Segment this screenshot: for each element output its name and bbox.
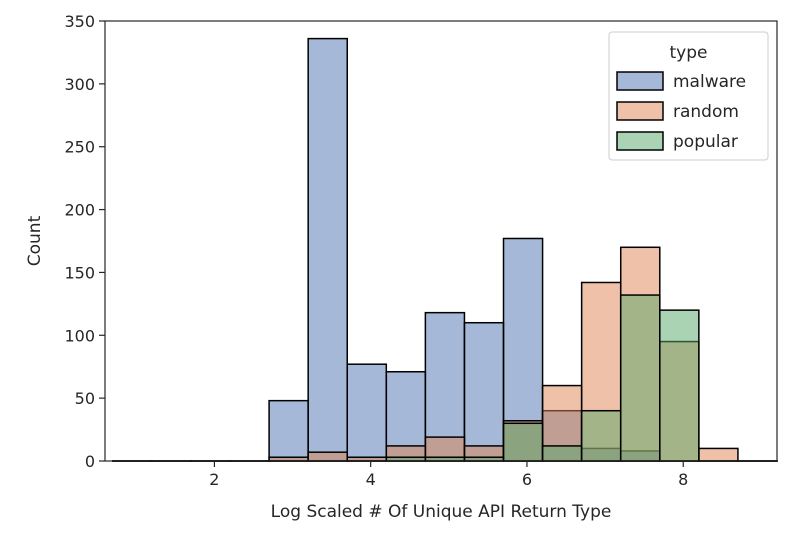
y-tick-label-50: 50	[75, 389, 95, 408]
y-axis: 0 50 100 150 200 250 300 350	[64, 12, 105, 471]
y-tick-label-200: 200	[64, 201, 95, 220]
y-tick-label-350: 350	[64, 12, 95, 31]
y-tick-label-150: 150	[64, 263, 95, 282]
bar-popular-12	[580, 409, 622, 462]
legend-swatch-malware	[616, 71, 664, 91]
legend-label-malware: malware	[673, 72, 746, 92]
y-tick-label-250: 250	[64, 138, 95, 157]
legend-swatch-random	[616, 101, 664, 121]
x-axis: 2 4 6 8	[209, 461, 688, 489]
bar-malware-6	[346, 363, 388, 462]
x-axis-label: Log Scaled # Of Unique API Return Type	[271, 502, 612, 522]
legend-swatch-popular	[616, 131, 664, 151]
bar-random-5	[307, 451, 348, 462]
bar-popular-10	[502, 422, 544, 462]
x-tick-label-6: 6	[522, 470, 532, 489]
y-tick-label-0: 0	[85, 452, 95, 471]
y-axis-label: Count	[25, 215, 45, 266]
x-tick-label-4: 4	[366, 470, 376, 489]
x-tick-label-8: 8	[678, 470, 688, 489]
legend-entries: malware random popular	[616, 71, 746, 152]
bar-malware-4	[268, 399, 309, 462]
x-tick-label-2: 2	[209, 470, 219, 489]
bar-malware-9	[463, 321, 505, 462]
bar-malware-5	[307, 37, 348, 462]
plot-frame	[104, 20, 778, 462]
legend-box	[608, 31, 769, 161]
bar-popular-13	[619, 294, 661, 462]
legend-title: type	[670, 43, 708, 63]
legend-label-random: random	[673, 102, 739, 122]
y-tick-label-300: 300	[64, 75, 95, 94]
legend: type malware random popular	[608, 31, 769, 161]
bar-popular-11	[541, 445, 583, 462]
legend-label-popular: popular	[673, 132, 738, 152]
y-tick-label-100: 100	[64, 326, 95, 345]
bar-malware-8	[424, 311, 466, 462]
bar-popular-14	[659, 309, 700, 462]
bar-random-15	[698, 447, 739, 462]
